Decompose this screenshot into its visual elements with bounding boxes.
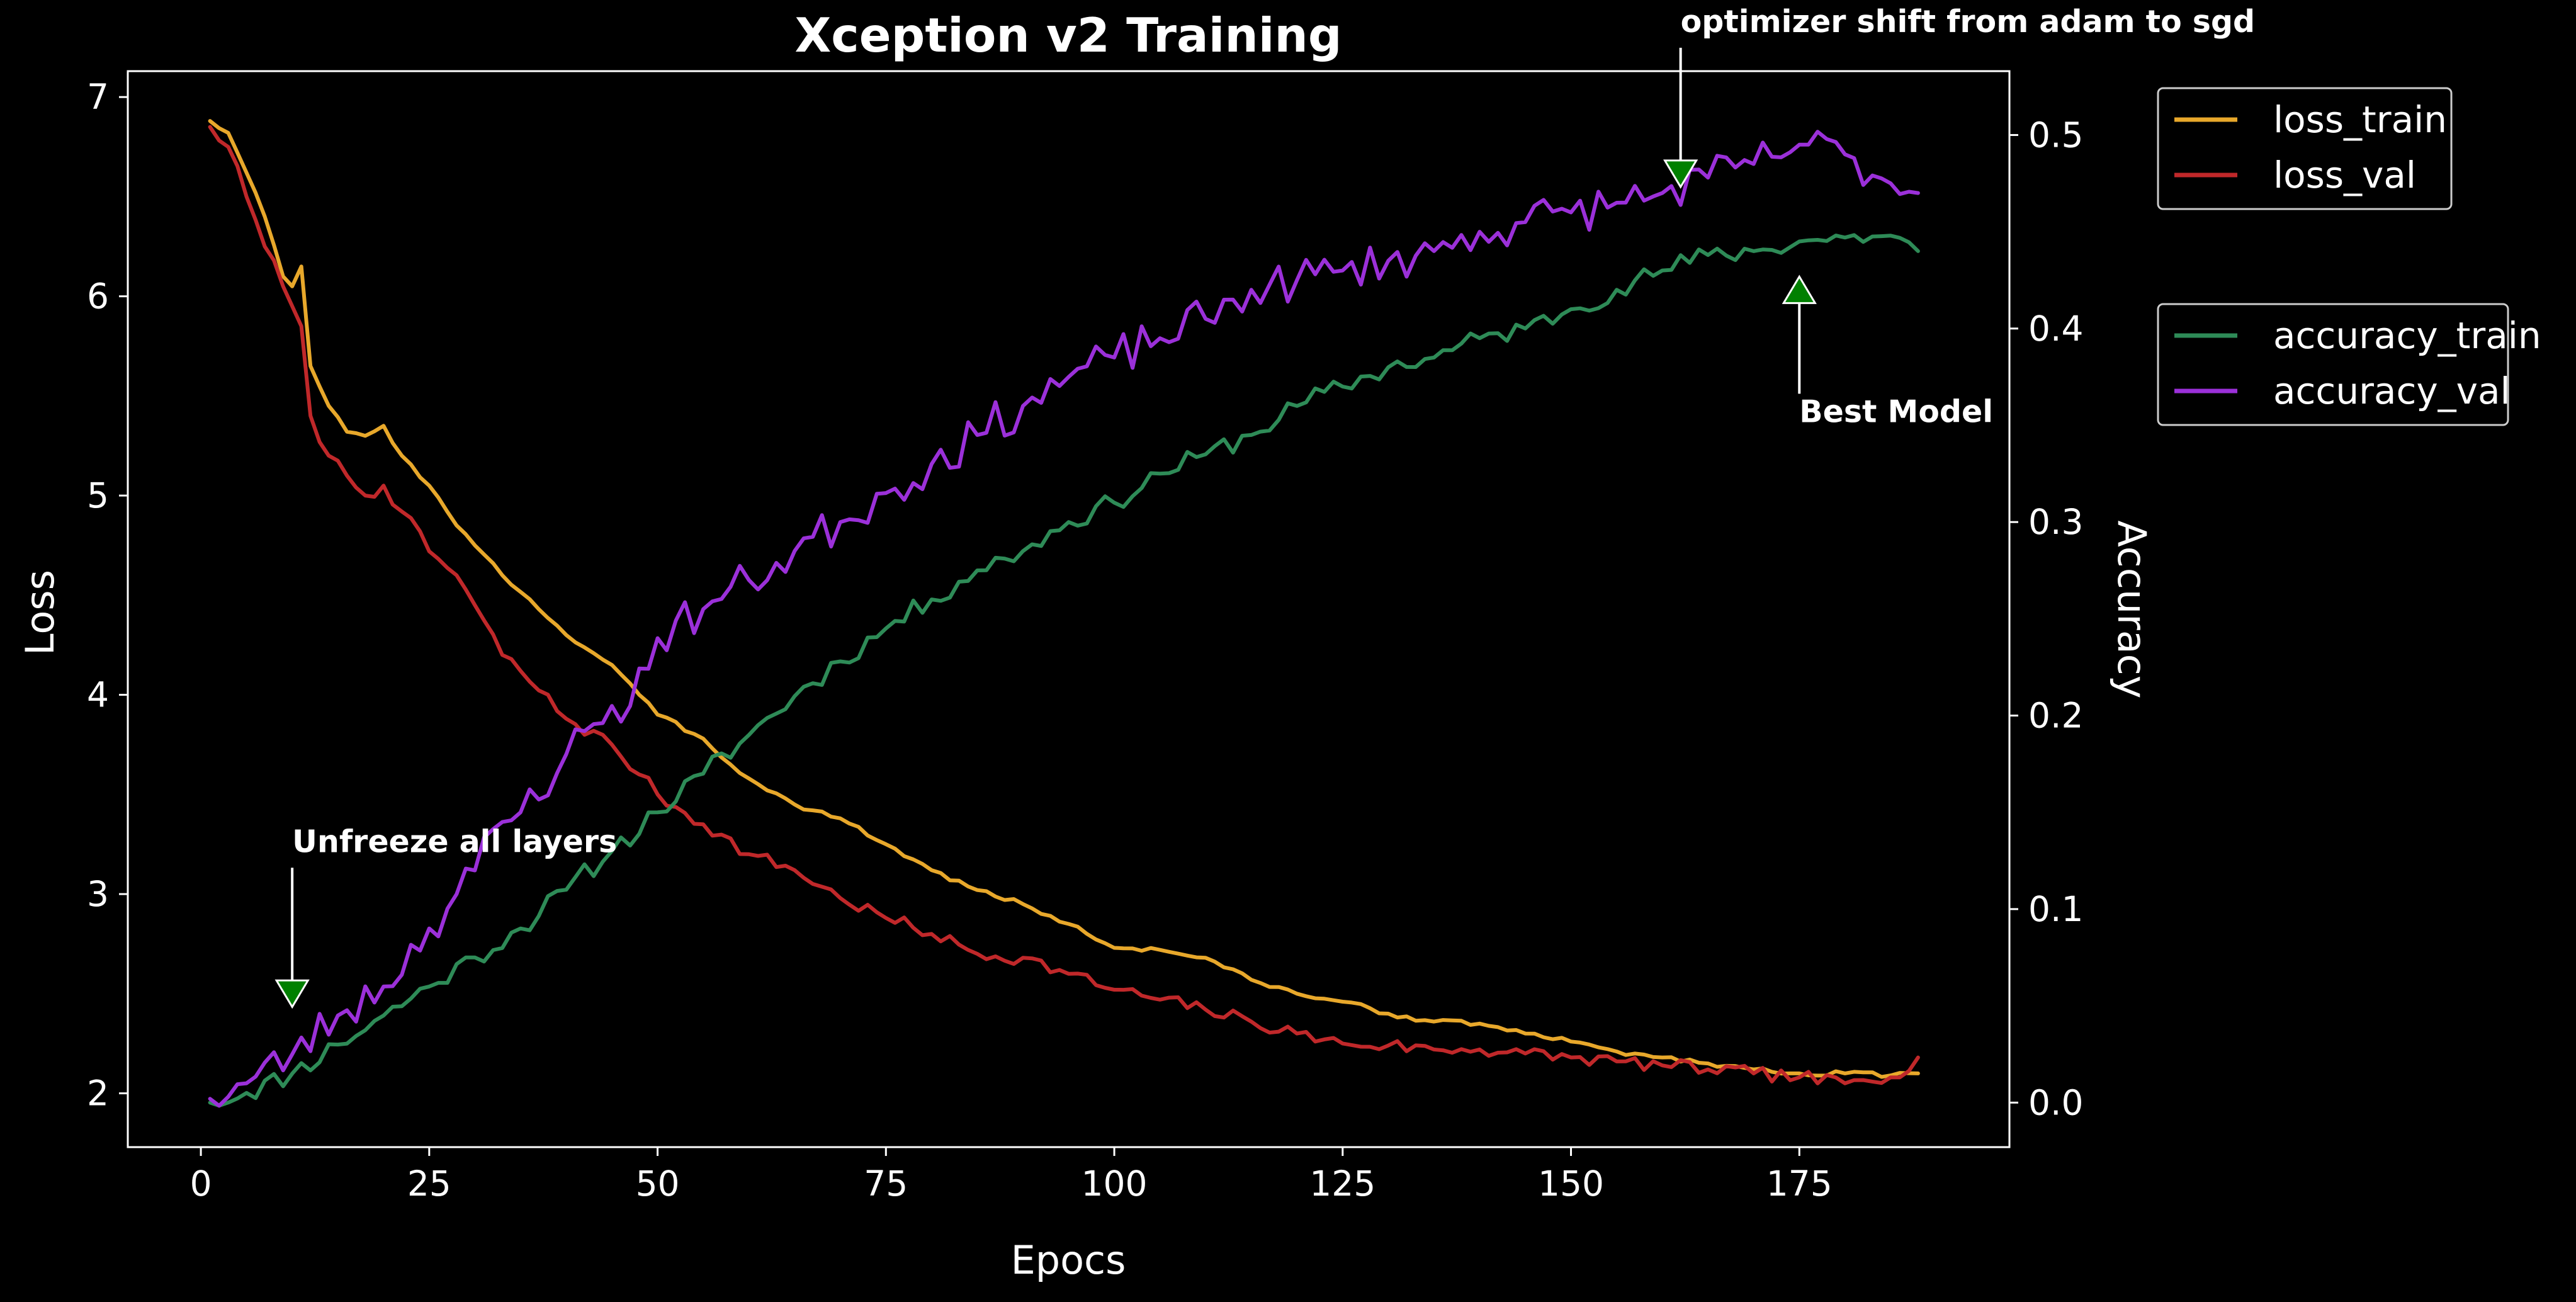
y-right-tick-label: 0.1 xyxy=(2028,889,2083,929)
legends: loss_trainloss_valaccuracy_trainaccuracy… xyxy=(2157,87,2541,426)
series-line-accuracy-val xyxy=(208,130,1920,1108)
y-left-axis-title: Loss xyxy=(17,570,63,655)
legend-2: accuracy_train accuracy_val xyxy=(2157,303,2541,426)
series-line-loss-train xyxy=(208,119,1920,1079)
x-tick-label: 125 xyxy=(1309,1163,1376,1204)
legend-label: accuracy_train xyxy=(2273,314,2541,357)
y-left-tick-label: 3 xyxy=(87,874,109,914)
x-axis-title: Epocs xyxy=(1011,1237,1126,1283)
annotation-1: Unfreeze all layers xyxy=(274,824,617,1009)
legend-label: loss_val xyxy=(2273,154,2416,196)
legend-label: accuracy_val xyxy=(2273,370,2511,412)
legend-1: loss_train loss_val xyxy=(2157,87,2453,210)
legend-frame xyxy=(2157,303,2509,426)
axes-ticks: 0 25 50 75 100 125 150 175 2 3 4 5 6 7 0.0 0.1 0.2 0.3 0.4… xyxy=(87,77,2083,1204)
y-right-tick-label: 0.3 xyxy=(2028,502,2083,542)
series-line-accuracy-train xyxy=(208,233,1920,1108)
annotations: Unfreeze all layers optimizer shift from … xyxy=(274,4,2255,1009)
chart-title: Xception v2 Training xyxy=(794,8,1342,63)
x-tick-label: 25 xyxy=(407,1163,451,1204)
x-tick-label: 150 xyxy=(1538,1163,1604,1204)
y-left-tick-label: 7 xyxy=(87,77,109,117)
annotation-2: optimizer shift from adam to sgd xyxy=(1663,4,2255,189)
y-right-axis-title: Accuracy xyxy=(2109,520,2155,698)
y-left-tick-label: 5 xyxy=(87,475,109,516)
y-right-tick-label: 0.5 xyxy=(2028,115,2083,155)
x-tick-label: 75 xyxy=(864,1163,908,1204)
legend-label: loss_train xyxy=(2273,98,2447,141)
x-tick-label: 50 xyxy=(636,1163,680,1204)
annotation-label: Best Model xyxy=(1799,393,1993,429)
plot-frame xyxy=(127,70,2011,1148)
y-right-tick-label: 0.4 xyxy=(2028,309,2083,349)
series-lines xyxy=(208,119,1920,1108)
y-left-tick-label: 2 xyxy=(87,1073,109,1114)
y-right-tick-label: 0.0 xyxy=(2028,1082,2083,1123)
x-tick-label: 100 xyxy=(1082,1163,1148,1204)
y-right-tick-label: 0.2 xyxy=(2028,696,2083,736)
y-left-tick-label: 4 xyxy=(87,675,109,715)
annotation-down-triangle-marker xyxy=(1663,159,1698,189)
plot-area xyxy=(127,70,2011,1148)
annotation-label: Unfreeze all layers xyxy=(292,824,617,859)
annotation-3: Best Model xyxy=(1782,275,1993,429)
x-tick-label: 0 xyxy=(190,1163,212,1204)
y-left-tick-label: 6 xyxy=(87,276,109,317)
annotation-down-triangle-marker xyxy=(274,979,310,1009)
series-line-loss-val xyxy=(208,125,1920,1085)
x-tick-label: 175 xyxy=(1766,1163,1833,1204)
annotation-label: optimizer shift from adam to sgd xyxy=(1681,4,2255,40)
